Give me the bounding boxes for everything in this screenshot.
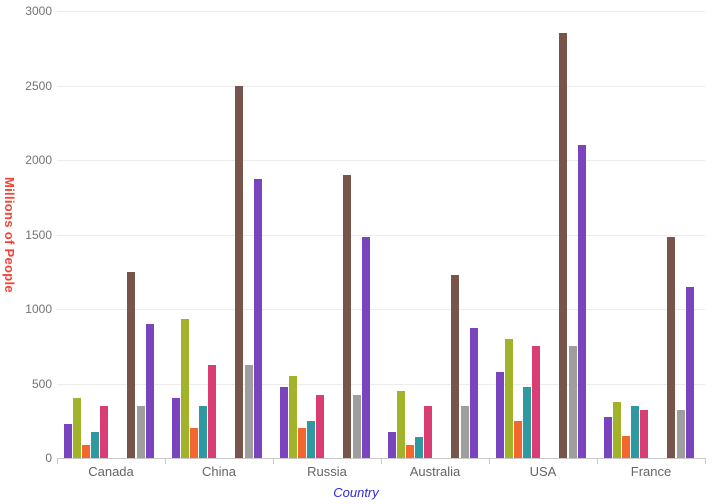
bar-series-5-pink-china[interactable] [208, 364, 217, 458]
bar-series-3-orange-canada[interactable] [82, 444, 91, 458]
gridline-2000 [57, 160, 705, 161]
bar-series-6-brown-china[interactable] [235, 85, 243, 458]
bar-series-3-orange-china[interactable] [190, 428, 199, 458]
x-axis-title: Country [333, 485, 379, 500]
category-label-australia: Australia [409, 464, 461, 479]
bar-series-7-gray-china[interactable] [244, 364, 253, 458]
bar-series-8-purple-usa[interactable] [578, 145, 587, 458]
bar-series-8-purple-australia[interactable] [470, 327, 479, 458]
category-label-canada: Canada [88, 464, 134, 479]
y-tick-label-3000: 3000 [25, 4, 52, 18]
x-axis-tick [381, 458, 382, 464]
y-tick-label-1000: 1000 [25, 302, 52, 316]
bar-series-2-green-china[interactable] [181, 319, 190, 458]
bar-series-1-purple-canada[interactable] [64, 424, 72, 458]
bar-series-8-purple-france[interactable] [686, 286, 695, 458]
bar-series-4-teal-usa[interactable] [523, 387, 532, 458]
bar-series-4-teal-france[interactable] [631, 405, 640, 458]
plot-area [57, 11, 706, 464]
category-label-china: China [202, 464, 236, 479]
bar-series-1-purple-australia[interactable] [388, 431, 396, 458]
bar-series-7-gray-usa[interactable] [568, 346, 577, 458]
bar-series-6-brown-canada[interactable] [127, 271, 135, 458]
bar-series-2-green-australia[interactable] [397, 390, 406, 458]
bar-series-3-orange-usa[interactable] [514, 420, 523, 458]
bar-series-7-gray-russia[interactable] [352, 394, 361, 458]
bar-series-2-green-canada[interactable] [73, 398, 82, 458]
bar-series-5-pink-france[interactable] [640, 409, 649, 458]
bar-series-2-green-usa[interactable] [505, 338, 514, 458]
x-axis-tick [57, 458, 58, 464]
bar-series-4-teal-australia[interactable] [415, 437, 424, 458]
bar-series-3-orange-france[interactable] [622, 435, 631, 458]
category-label-usa: USA [529, 464, 557, 479]
y-tick-label-2500: 2500 [25, 78, 52, 93]
bar-series-1-purple-usa[interactable] [496, 372, 504, 458]
bar-series-5-pink-canada[interactable] [100, 405, 109, 458]
y-tick-label-500: 500 [31, 376, 52, 391]
bar-series-2-green-france[interactable] [613, 402, 622, 458]
x-axis-tick [597, 458, 598, 464]
bar-series-7-gray-france[interactable] [676, 409, 685, 458]
bar-series-6-brown-russia[interactable] [343, 174, 351, 458]
bar-series-6-brown-usa[interactable] [559, 33, 567, 458]
x-axis-tick [705, 458, 706, 464]
bar-series-3-orange-russia[interactable] [298, 428, 307, 458]
bar-series-1-purple-russia[interactable] [280, 387, 288, 458]
y-tick-label-2000: 2000 [25, 153, 52, 167]
y-tick-label-1500: 1500 [25, 227, 52, 242]
bar-series-8-purple-canada[interactable] [146, 323, 155, 458]
bar-series-5-pink-usa[interactable] [532, 346, 541, 458]
category-label-russia: Russia [307, 464, 347, 479]
gridline-3000 [57, 11, 705, 12]
bar-series-7-gray-canada[interactable] [136, 405, 145, 458]
bar-series-8-purple-russia[interactable] [362, 237, 371, 458]
bar-series-6-brown-australia[interactable] [451, 275, 459, 458]
y-tick-label-0: 0 [45, 451, 52, 465]
bar-series-2-green-russia[interactable] [289, 376, 298, 458]
bar-series-5-pink-australia[interactable] [424, 405, 433, 458]
bar-series-1-purple-france[interactable] [604, 417, 612, 458]
x-axis-tick [165, 458, 166, 464]
x-axis-tick [489, 458, 490, 464]
bar-series-5-pink-russia[interactable] [316, 394, 325, 458]
bar-series-3-orange-australia[interactable] [406, 444, 415, 458]
bar-series-4-teal-canada[interactable] [91, 431, 100, 458]
category-label-france: France [630, 464, 672, 479]
gridline-1000 [57, 309, 705, 310]
bar-series-8-purple-china[interactable] [254, 178, 263, 458]
x-axis-tick [273, 458, 274, 464]
bar-series-4-teal-china[interactable] [199, 405, 208, 458]
gridline-500 [57, 383, 705, 385]
gridline-2500 [57, 85, 705, 87]
y-axis-title: Millions of People [2, 176, 17, 293]
bar-series-6-brown-france[interactable] [667, 237, 675, 458]
bar-series-4-teal-russia[interactable] [307, 420, 316, 458]
bar-series-1-purple-china[interactable] [172, 398, 180, 458]
bar-series-7-gray-australia[interactable] [460, 405, 469, 458]
gridline-1500 [57, 234, 705, 236]
